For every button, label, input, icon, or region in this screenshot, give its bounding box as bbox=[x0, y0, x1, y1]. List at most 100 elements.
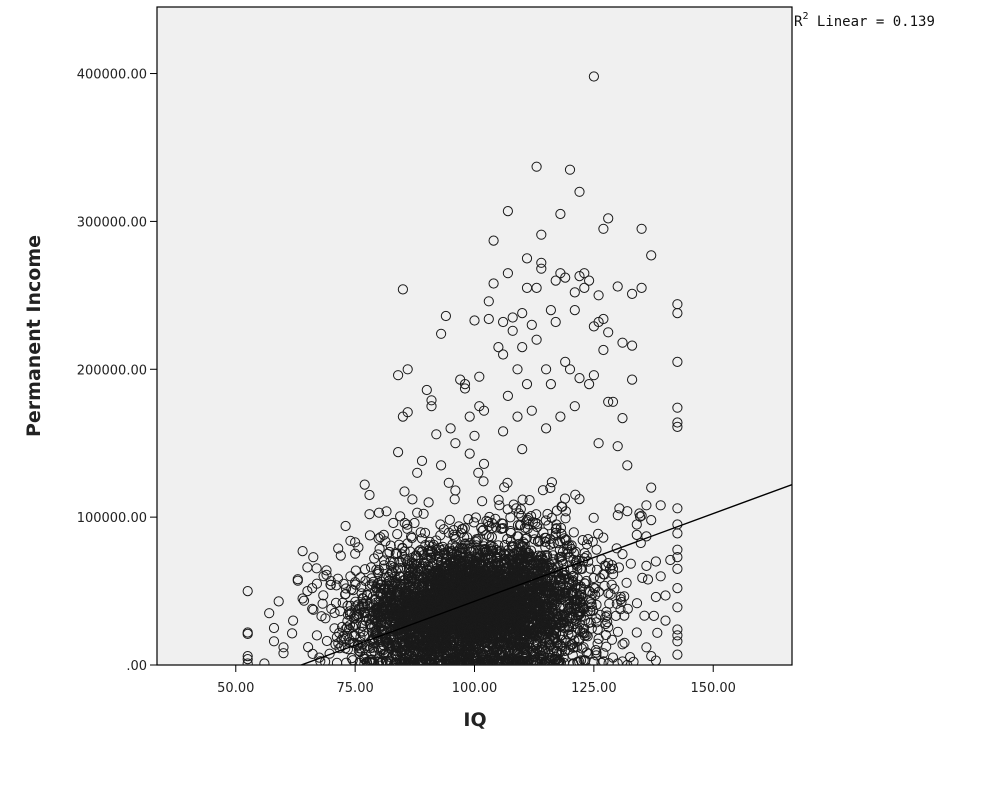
data-point bbox=[628, 656, 639, 665]
data-point bbox=[381, 506, 392, 517]
data-point bbox=[523, 599, 535, 610]
data-point bbox=[468, 517, 479, 528]
data-point bbox=[396, 656, 407, 665]
data-point bbox=[390, 604, 401, 615]
data-point bbox=[575, 655, 587, 665]
data-point bbox=[560, 587, 571, 598]
data-point bbox=[379, 555, 390, 566]
data-point bbox=[481, 529, 492, 540]
data-point bbox=[598, 223, 609, 234]
data-point bbox=[634, 508, 645, 519]
data-point bbox=[394, 633, 405, 644]
data-point bbox=[560, 356, 571, 367]
data-point bbox=[606, 560, 618, 571]
data-point bbox=[409, 517, 420, 529]
data-point bbox=[544, 623, 555, 634]
data-point bbox=[416, 621, 427, 632]
data-point bbox=[560, 535, 571, 546]
data-point bbox=[636, 510, 647, 521]
data-point bbox=[486, 523, 497, 534]
data-point bbox=[542, 552, 553, 563]
data-point bbox=[443, 634, 454, 645]
data-point bbox=[553, 571, 565, 582]
data-point bbox=[641, 560, 652, 572]
data-point bbox=[384, 546, 395, 558]
data-point bbox=[660, 590, 671, 601]
data-point bbox=[450, 485, 461, 496]
data-point bbox=[375, 579, 386, 591]
data-point bbox=[521, 253, 533, 264]
data-point bbox=[631, 627, 642, 638]
data-point bbox=[531, 578, 542, 590]
data-point bbox=[427, 600, 438, 611]
data-point bbox=[568, 527, 579, 538]
data-point bbox=[448, 525, 459, 536]
data-point bbox=[422, 576, 433, 587]
data-point bbox=[338, 578, 349, 589]
data-point bbox=[502, 390, 513, 401]
data-point bbox=[316, 611, 327, 622]
data-point bbox=[364, 530, 376, 541]
data-point bbox=[445, 611, 456, 622]
data-point bbox=[365, 658, 376, 665]
data-point bbox=[499, 559, 510, 570]
data-point bbox=[452, 612, 463, 623]
data-point bbox=[462, 563, 473, 574]
data-point bbox=[402, 519, 413, 530]
data-point bbox=[531, 282, 542, 293]
data-point bbox=[569, 305, 580, 316]
data-point bbox=[459, 379, 471, 390]
data-point bbox=[539, 656, 550, 665]
data-point bbox=[408, 558, 420, 570]
data-point bbox=[540, 515, 551, 526]
data-point bbox=[373, 549, 384, 560]
data-point bbox=[278, 648, 289, 659]
data-point bbox=[646, 515, 657, 526]
data-point bbox=[321, 569, 332, 580]
data-point bbox=[373, 656, 384, 665]
data-point bbox=[344, 634, 355, 645]
data-point bbox=[350, 537, 361, 548]
data-point bbox=[617, 656, 628, 665]
data-point bbox=[636, 282, 647, 293]
data-point bbox=[519, 551, 530, 562]
data-point bbox=[298, 595, 310, 606]
data-point bbox=[603, 588, 614, 599]
data-point bbox=[568, 577, 579, 588]
data-point bbox=[433, 551, 444, 562]
data-point bbox=[512, 411, 523, 422]
data-point bbox=[615, 591, 626, 603]
data-point bbox=[478, 458, 490, 469]
data-point bbox=[508, 575, 520, 586]
data-point bbox=[570, 613, 582, 624]
data-point bbox=[242, 628, 253, 640]
data-point bbox=[564, 364, 576, 375]
data-point bbox=[395, 511, 406, 522]
data-point bbox=[393, 607, 404, 618]
x-axis-title: IQ bbox=[463, 709, 486, 731]
y-axis-title: Permanent Income bbox=[23, 235, 45, 437]
data-point bbox=[480, 547, 491, 558]
data-point bbox=[536, 642, 547, 653]
data-point bbox=[505, 527, 516, 539]
data-point bbox=[412, 507, 423, 518]
data-point bbox=[442, 639, 453, 650]
data-point bbox=[398, 579, 410, 590]
data-point bbox=[560, 569, 571, 580]
data-point bbox=[526, 634, 538, 645]
data-point bbox=[602, 610, 613, 621]
data-point bbox=[517, 494, 528, 505]
data-point bbox=[445, 579, 457, 590]
data-point bbox=[421, 384, 432, 396]
data-point bbox=[297, 546, 308, 557]
data-point bbox=[433, 598, 444, 609]
data-point bbox=[617, 337, 628, 348]
data-point bbox=[445, 558, 456, 569]
data-point bbox=[371, 583, 382, 594]
data-point bbox=[519, 587, 530, 599]
data-point bbox=[622, 506, 633, 517]
data-point bbox=[617, 413, 628, 424]
data-point bbox=[388, 517, 399, 529]
data-point bbox=[539, 586, 551, 597]
data-point bbox=[554, 639, 566, 650]
